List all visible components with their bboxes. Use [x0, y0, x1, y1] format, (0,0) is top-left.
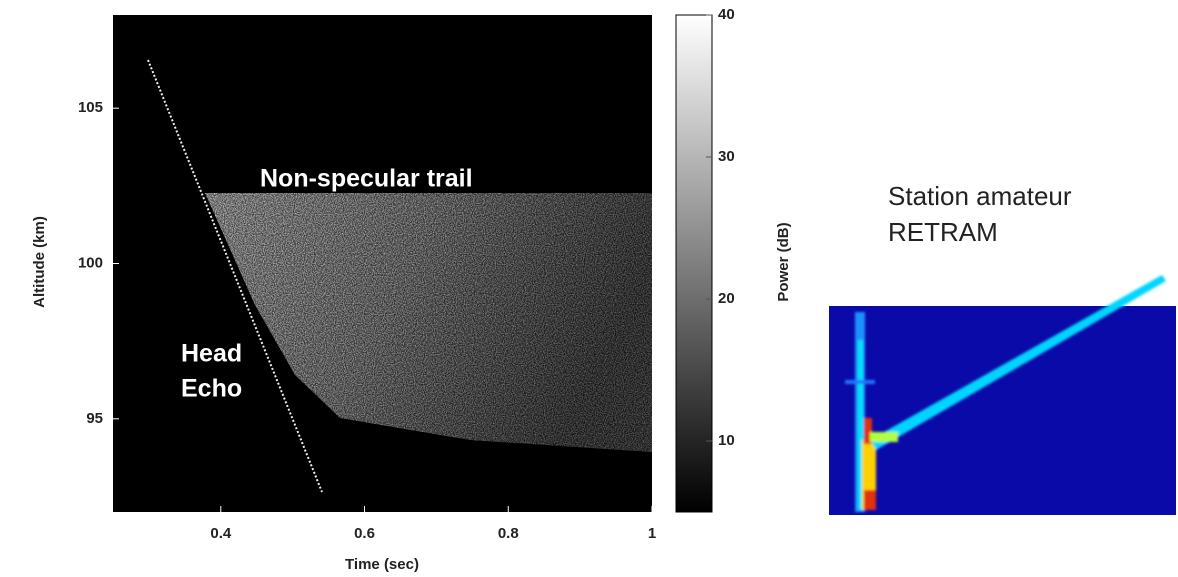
- annotation: Echo: [181, 375, 242, 403]
- colorbar: [675, 14, 713, 513]
- colorbar-tick-label: 10: [718, 432, 735, 449]
- annotation: Non-specular trail: [260, 165, 473, 193]
- colorbar-tick-label: 40: [718, 6, 735, 23]
- spectrogram: Station amateur RETRAM: [829, 181, 1176, 515]
- head-echo-line: [147, 59, 323, 493]
- y-tick-label: 105: [78, 99, 103, 116]
- x-tick-label: 0.6: [354, 525, 375, 542]
- y-axis-label: Altitude (km): [31, 216, 48, 308]
- chart-title: Station amateur: [888, 181, 1072, 211]
- trail-glow: [205, 193, 652, 452]
- annotation: Head: [181, 340, 242, 368]
- colorbar-label: Power (dB): [775, 222, 792, 301]
- x-tick-label: 0.8: [498, 525, 519, 542]
- y-tick-label: 95: [86, 410, 103, 427]
- colorbar-tick-label: 20: [718, 290, 735, 307]
- colorbar-tick-label: 30: [718, 148, 735, 165]
- x-tick-label: 1: [648, 525, 656, 542]
- x-tick-label: 0.4: [210, 525, 232, 542]
- radar-plot: Non-specular trail Head Echo Time (sec) …: [31, 14, 792, 573]
- chart-title: RETRAM: [888, 217, 998, 247]
- spectrogram-area: [829, 306, 1176, 515]
- y-tick-label: 100: [78, 254, 103, 271]
- spectrogram-signal: [845, 275, 1166, 512]
- x-axis-label: Time (sec): [345, 556, 419, 573]
